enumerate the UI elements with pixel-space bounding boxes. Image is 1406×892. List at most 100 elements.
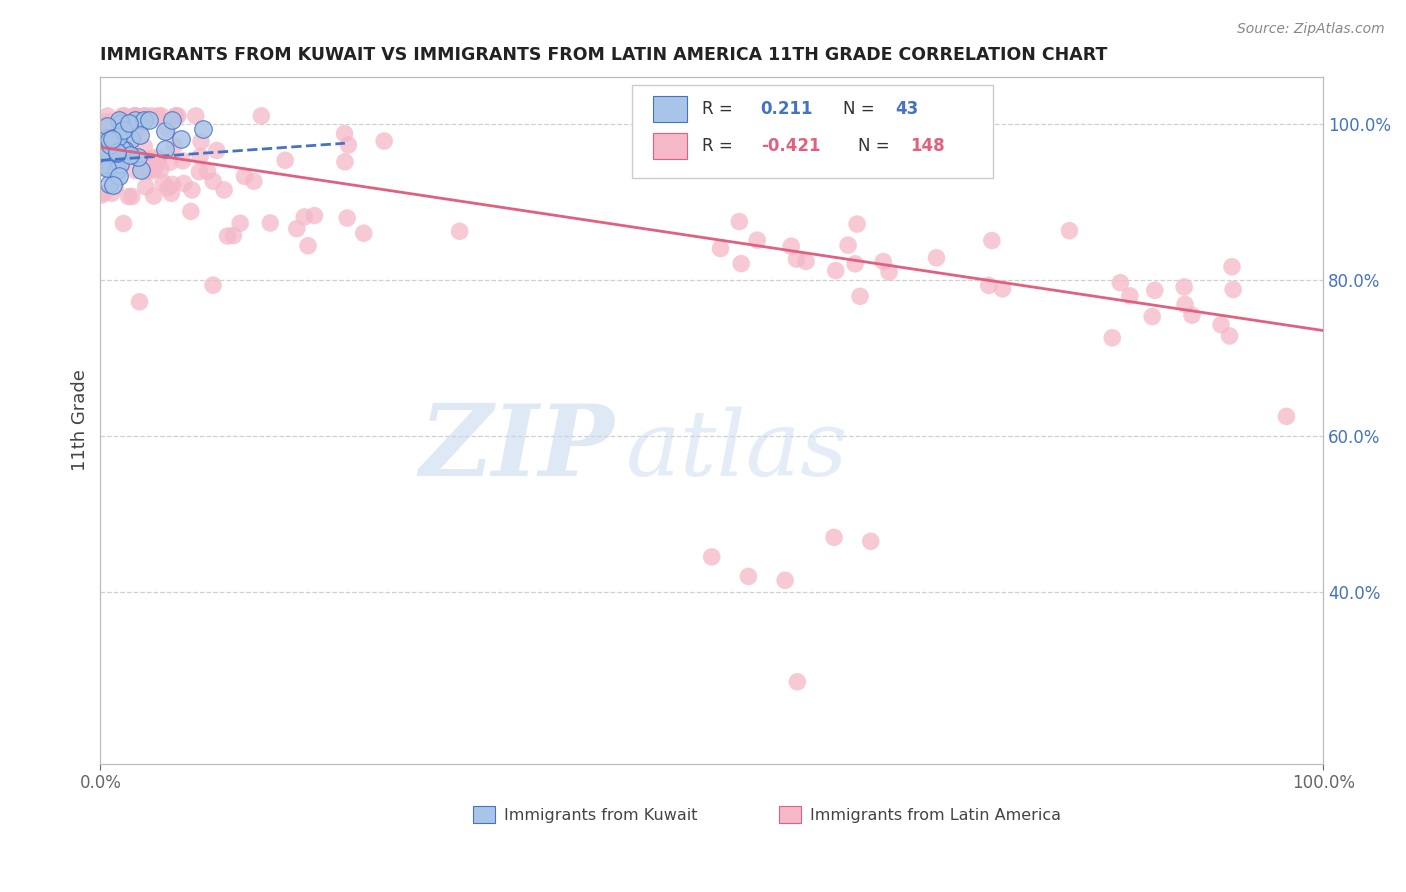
Point [142, 151, 165, 165]
Point [100, 114, 122, 128]
Point [190, 135, 212, 149]
Point [94, 122, 117, 136]
Point [156, 122, 179, 136]
Point [97, 178, 120, 192]
Point [197, 164, 219, 178]
Point [128, 124, 150, 138]
Point [353, 226, 375, 240]
Text: ZIP: ZIP [419, 400, 614, 496]
Point [181, 183, 204, 197]
Text: atlas: atlas [626, 407, 849, 495]
Point [785, 252, 807, 266]
Point [333, 127, 356, 141]
Point [1275, 409, 1298, 424]
Point [101, 132, 124, 146]
Point [1140, 310, 1163, 324]
Point [94, 115, 117, 129]
Point [991, 282, 1014, 296]
Point [111, 119, 134, 133]
Point [98, 146, 121, 161]
Text: Immigrants from Kuwait: Immigrants from Kuwait [503, 808, 697, 822]
Point [110, 156, 132, 170]
Point [925, 251, 948, 265]
Point [141, 109, 163, 123]
Point [114, 134, 136, 148]
Point [91, 158, 114, 172]
Point [844, 257, 866, 271]
Point [108, 112, 131, 127]
Point [134, 112, 156, 127]
Point [107, 169, 129, 184]
Point [180, 204, 202, 219]
Point [91, 153, 114, 167]
Point [1220, 260, 1243, 274]
Point [93, 144, 115, 158]
Point [1119, 289, 1142, 303]
Point [1101, 331, 1123, 345]
Point [97, 119, 120, 133]
Point [1109, 276, 1132, 290]
Point [120, 141, 142, 155]
Point [90, 145, 112, 159]
Point [304, 209, 326, 223]
Point [184, 109, 207, 123]
Point [105, 146, 128, 161]
Point [117, 189, 139, 203]
Point [91, 158, 114, 172]
Point [111, 152, 134, 166]
Point [794, 254, 817, 268]
Point [142, 189, 165, 203]
Text: N =: N = [842, 100, 875, 118]
Point [138, 112, 160, 127]
Point [134, 109, 156, 123]
Point [188, 165, 211, 179]
Point [128, 294, 150, 309]
Point [112, 123, 135, 137]
Point [202, 174, 225, 188]
Point [165, 109, 187, 123]
Point [112, 217, 135, 231]
Point [91, 143, 114, 157]
Point [108, 139, 131, 153]
Point [737, 569, 759, 583]
Point [259, 216, 281, 230]
Point [728, 214, 751, 228]
Point [285, 221, 308, 235]
Point [162, 112, 184, 127]
Text: N =: N = [859, 137, 890, 155]
Point [292, 210, 315, 224]
Point [786, 674, 808, 689]
Point [146, 153, 169, 168]
Point [780, 239, 803, 253]
FancyBboxPatch shape [474, 806, 495, 823]
Point [101, 178, 124, 193]
Point [152, 176, 174, 190]
Point [111, 109, 134, 123]
Point [139, 164, 162, 178]
Point [274, 153, 297, 168]
Point [747, 233, 769, 247]
Text: Source: ZipAtlas.com: Source: ZipAtlas.com [1237, 22, 1385, 37]
Point [1174, 297, 1197, 311]
Text: 148: 148 [910, 137, 945, 155]
Point [150, 109, 173, 123]
Point [297, 239, 319, 253]
Point [96, 161, 118, 175]
Point [157, 181, 180, 195]
Point [101, 131, 124, 145]
Point [91, 153, 114, 167]
Point [165, 109, 187, 123]
Point [93, 186, 115, 200]
Point [98, 133, 121, 147]
Point [250, 109, 273, 123]
Point [170, 132, 193, 146]
Point [97, 109, 120, 123]
Point [167, 109, 190, 123]
FancyBboxPatch shape [652, 133, 688, 160]
Point [90, 136, 112, 150]
Point [163, 139, 186, 153]
Point [173, 177, 195, 191]
Point [138, 153, 160, 167]
Point [124, 112, 146, 127]
Point [336, 211, 359, 225]
